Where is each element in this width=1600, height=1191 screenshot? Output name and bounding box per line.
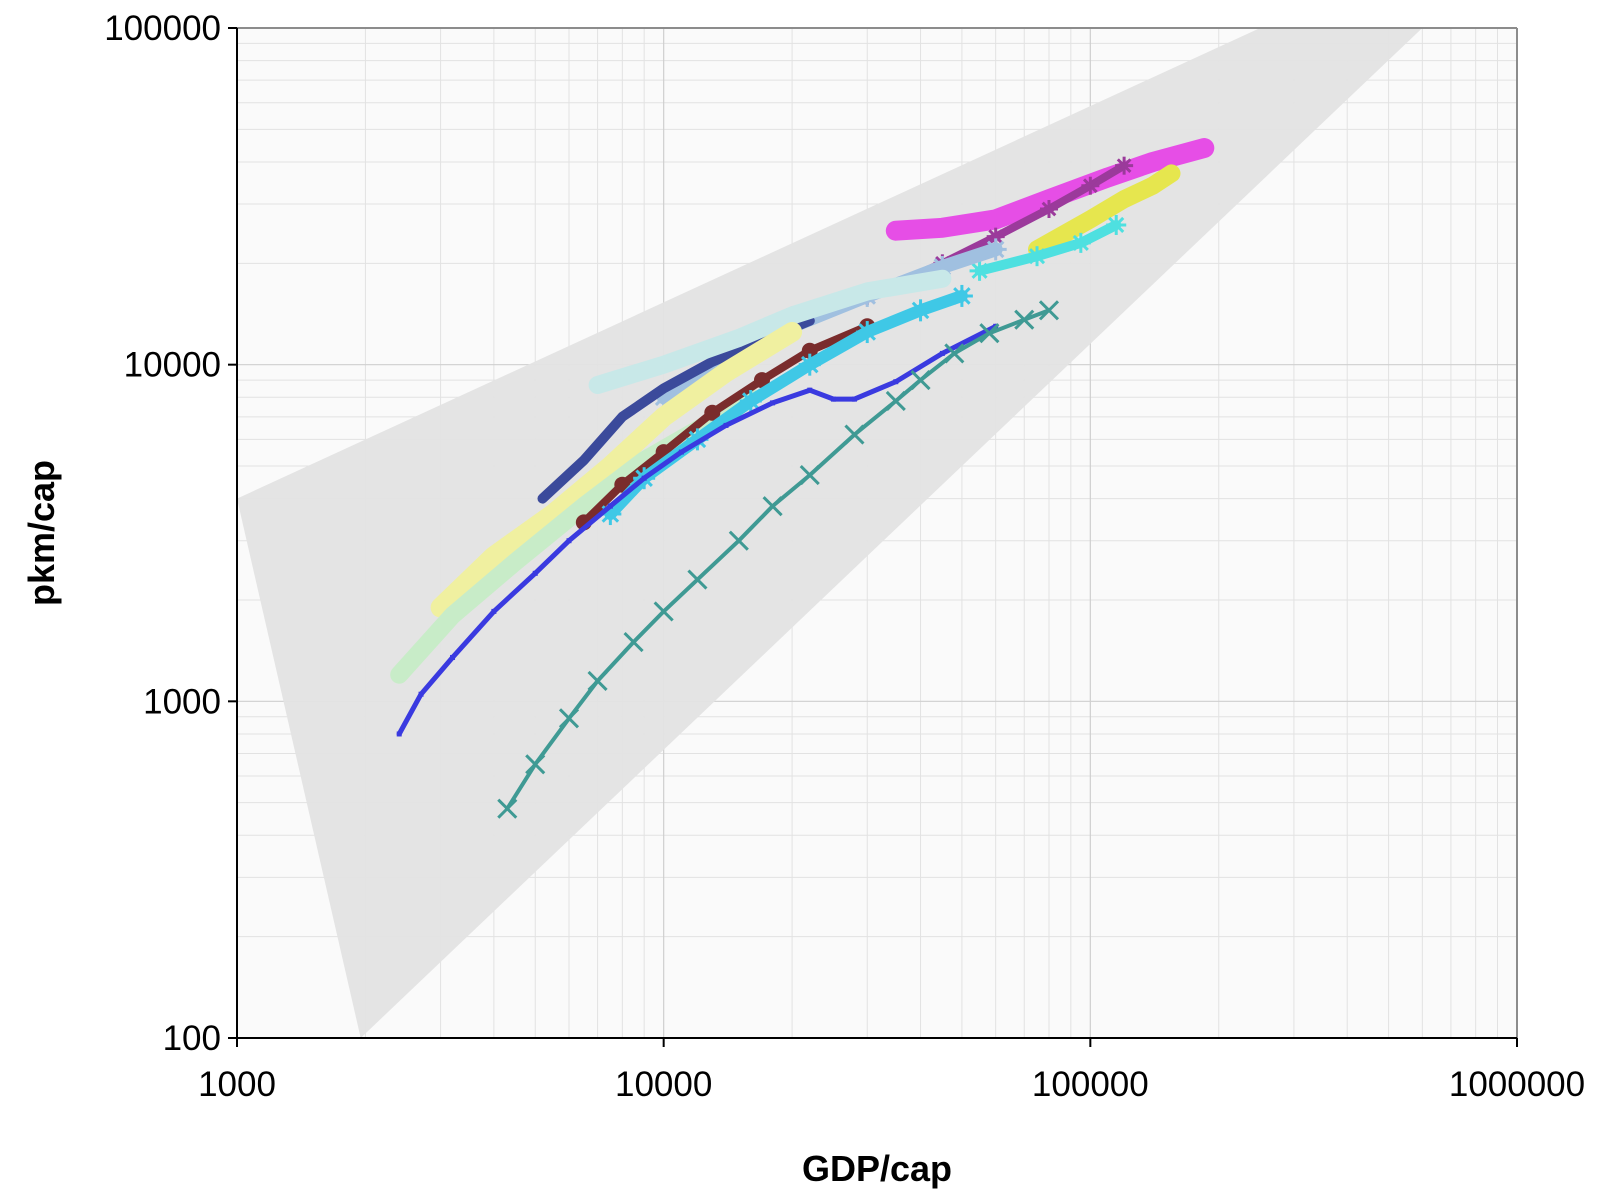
data-point <box>801 342 818 359</box>
data-point <box>770 400 776 406</box>
data-point <box>546 508 559 521</box>
data-point <box>889 224 902 237</box>
x-tick-label: 1000 <box>198 1065 276 1104</box>
data-point <box>418 691 424 697</box>
data-point <box>1165 167 1178 180</box>
data-point <box>944 343 965 364</box>
data-point <box>1081 176 1100 195</box>
axes <box>228 27 1518 1047</box>
y-tick-label: 100 <box>163 1019 221 1058</box>
x-axis-title: GDP/cap <box>802 1148 952 1189</box>
y-tick-label: 100000 <box>104 9 221 48</box>
data-point <box>558 708 580 729</box>
data-point <box>728 530 749 551</box>
data-point <box>393 668 406 681</box>
data-point <box>509 555 522 568</box>
data-point <box>909 299 932 322</box>
data-point <box>753 372 770 389</box>
x-tick-label: 100000 <box>1032 1065 1149 1104</box>
data-point <box>1042 193 1055 206</box>
data-point <box>450 654 456 660</box>
x-tick-label: 10000 <box>615 1065 712 1104</box>
data-point <box>1146 179 1159 192</box>
data-point <box>807 387 813 393</box>
x-tick-label: 1000000 <box>1449 1065 1585 1104</box>
data-point <box>979 323 1000 344</box>
data-point <box>1106 214 1127 235</box>
data-point <box>604 460 617 473</box>
data-point <box>1014 309 1035 330</box>
data-point <box>786 326 799 339</box>
y-tick-label: 10000 <box>124 346 221 385</box>
data-point <box>1146 155 1159 168</box>
data-point <box>566 538 572 544</box>
y-axis-title: pkm/cap <box>21 460 62 606</box>
y-tick-label: 1000 <box>143 682 221 721</box>
series-7-line <box>588 269 952 394</box>
data-point <box>704 404 721 421</box>
trend-band-area <box>237 28 1423 1038</box>
data-point <box>739 389 762 412</box>
trend-band <box>237 28 1423 1038</box>
data-point <box>532 570 538 576</box>
data-point <box>851 396 857 402</box>
data-point <box>984 238 1007 261</box>
data-point <box>910 370 931 391</box>
data-point <box>497 798 518 819</box>
data-point <box>861 285 874 298</box>
data-point <box>798 353 821 376</box>
data-point <box>678 449 684 455</box>
data-point <box>657 410 670 423</box>
data-point <box>936 272 949 285</box>
data-point <box>1084 213 1097 226</box>
data-point <box>844 424 865 445</box>
data-point <box>1118 193 1131 206</box>
data-point <box>799 464 820 486</box>
data-point <box>687 569 708 590</box>
data-point <box>487 550 500 563</box>
series-4-line <box>974 220 1122 276</box>
data-point <box>939 350 945 356</box>
data-point <box>396 731 402 737</box>
data-point <box>525 754 546 775</box>
data-point <box>491 608 497 614</box>
tick-labels: 1000 10000 100000 1000000 100 1000 10000 100000 <box>104 9 1585 1104</box>
data-point <box>641 475 647 481</box>
series-layer <box>390 138 1215 819</box>
data-point <box>732 332 745 345</box>
data-point <box>1115 156 1134 175</box>
data-point <box>723 422 729 428</box>
data-point <box>1027 246 1048 267</box>
data-point <box>885 390 906 412</box>
data-point <box>587 670 608 691</box>
data-point <box>1070 232 1091 253</box>
data-point <box>1038 300 1060 321</box>
data-point <box>1198 142 1211 155</box>
data-point <box>989 213 1002 226</box>
data-point <box>657 358 670 371</box>
data-point <box>607 503 613 509</box>
data-point <box>446 609 459 622</box>
data-point <box>969 260 990 281</box>
data-point <box>720 366 733 379</box>
data-point <box>950 284 973 307</box>
data-point <box>1039 199 1058 218</box>
data-point <box>830 396 836 402</box>
data-point <box>786 309 799 322</box>
data-point <box>434 601 447 614</box>
data-point <box>762 496 783 517</box>
data-point <box>653 601 674 622</box>
data-point <box>577 500 590 513</box>
data-point <box>893 379 899 385</box>
data-point <box>856 321 879 344</box>
data-point <box>623 631 644 653</box>
data-point <box>591 379 604 392</box>
data-point <box>936 221 949 234</box>
